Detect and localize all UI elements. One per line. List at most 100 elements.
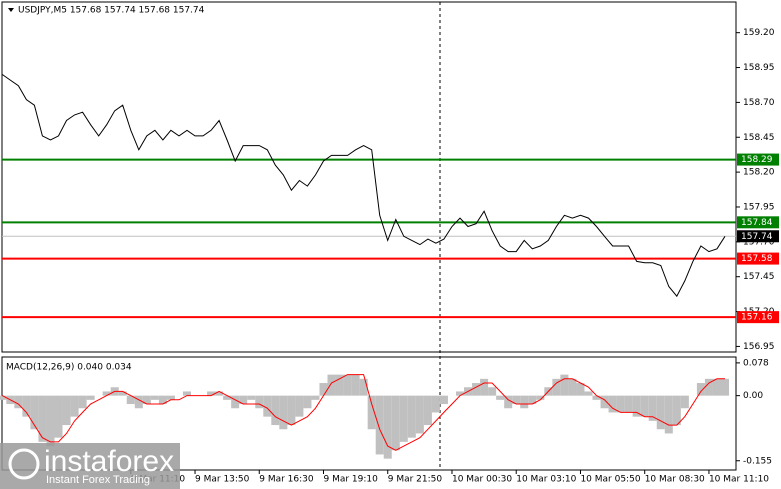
level-label-box bbox=[737, 252, 779, 265]
level-label-box bbox=[737, 216, 779, 229]
macd-bar bbox=[600, 395, 609, 409]
macd-bar bbox=[520, 395, 529, 409]
macd-bar bbox=[391, 395, 400, 451]
y-tick-label: -0.155 bbox=[743, 456, 772, 466]
level-label-box bbox=[737, 311, 779, 324]
macd-bar bbox=[375, 395, 384, 455]
macd-bar bbox=[423, 395, 432, 426]
macd-bar bbox=[207, 391, 216, 396]
macd-bar bbox=[696, 383, 705, 396]
macd-bar bbox=[158, 395, 167, 405]
macd-bar bbox=[359, 378, 368, 396]
macd-bar bbox=[672, 395, 681, 426]
macd-bar bbox=[311, 395, 320, 400]
macd-bar bbox=[704, 378, 713, 396]
macd-bar bbox=[455, 391, 465, 396]
level-label: 157.58 bbox=[741, 254, 773, 264]
watermark-logo bbox=[8, 448, 40, 480]
y-tick-label: 0.078 bbox=[743, 358, 769, 368]
level-label: 157.84 bbox=[741, 218, 773, 228]
macd-bar bbox=[0, 395, 7, 400]
macd-bar bbox=[568, 378, 577, 396]
macd-bar bbox=[54, 395, 63, 438]
macd-bar bbox=[182, 391, 192, 396]
macd-panel bbox=[1, 356, 737, 471]
y-tick-label: 157.95 bbox=[743, 202, 775, 212]
macd-bar bbox=[118, 391, 127, 396]
macd-title: MACD(12,26,9) 0.040 0.034 bbox=[6, 363, 132, 373]
y-tick-label: 158.70 bbox=[743, 98, 775, 108]
macd-bar bbox=[263, 395, 272, 417]
macd-bar bbox=[86, 395, 95, 400]
y-tick-label: 157.70 bbox=[743, 237, 775, 247]
macd-bar bbox=[480, 378, 489, 396]
macd-bar bbox=[616, 395, 625, 413]
macd-bar bbox=[142, 395, 151, 405]
macd-bar bbox=[592, 395, 601, 400]
macd-bar bbox=[367, 395, 376, 430]
macd-bar bbox=[14, 395, 23, 409]
macd-bar bbox=[664, 395, 673, 434]
macd-bar bbox=[552, 378, 561, 396]
macd-bar bbox=[319, 383, 328, 396]
chart-title: USDJPY,M5 157.68 157.74 157.68 157.74 bbox=[18, 6, 205, 16]
macd-bar bbox=[504, 395, 513, 409]
macd-bar bbox=[648, 395, 657, 421]
x-tick-label: 9 Mar 13:50 bbox=[195, 475, 250, 485]
macd-bar bbox=[536, 395, 545, 400]
macd-bar bbox=[303, 395, 312, 409]
macd-bar bbox=[472, 383, 481, 396]
macd-bar bbox=[496, 395, 505, 400]
macd-bar bbox=[247, 395, 256, 400]
watermark-brand: instaforex bbox=[44, 445, 174, 478]
level-label: 157.74 bbox=[741, 232, 773, 242]
macd-bar bbox=[383, 395, 392, 459]
x-tick-label: 9 Mar 19:10 bbox=[324, 475, 379, 485]
macd-bar bbox=[46, 395, 55, 447]
macd-bar bbox=[584, 391, 593, 396]
macd-bar bbox=[271, 395, 280, 426]
macd-bar bbox=[327, 374, 336, 396]
macd-bar bbox=[78, 395, 87, 409]
macd-bar bbox=[134, 395, 143, 409]
macd-bar bbox=[295, 395, 304, 417]
macd-bar bbox=[231, 395, 240, 409]
macd-bar bbox=[335, 374, 344, 396]
macd-bar bbox=[38, 395, 47, 442]
macd-bar bbox=[239, 395, 248, 405]
macd-bar bbox=[512, 395, 521, 405]
macd-bar bbox=[351, 374, 360, 396]
x-tick-label: 10 Mar 03:10 bbox=[516, 475, 576, 485]
watermark-tagline: Instant Forex Trading bbox=[46, 474, 150, 486]
macd-bar bbox=[102, 391, 111, 396]
macd-bar bbox=[215, 391, 224, 396]
macd-bar bbox=[30, 395, 39, 430]
macd-bar bbox=[126, 395, 135, 405]
level-label: 157.16 bbox=[741, 313, 773, 323]
macd-bar bbox=[712, 378, 721, 396]
macd-bar bbox=[624, 395, 633, 413]
macd-bar bbox=[255, 395, 264, 409]
macd-bar bbox=[150, 395, 159, 400]
price-line bbox=[2, 74, 726, 298]
macd-bar bbox=[632, 395, 641, 417]
macd-bar bbox=[22, 395, 31, 417]
level-label-box bbox=[737, 230, 779, 243]
macd-bar bbox=[576, 383, 585, 396]
y-tick-label: 157.45 bbox=[743, 272, 775, 282]
macd-bar bbox=[608, 395, 617, 413]
y-tick-label: 158.20 bbox=[743, 168, 775, 178]
macd-bar bbox=[680, 395, 689, 409]
menu-arrow bbox=[8, 8, 14, 12]
macd-bar bbox=[343, 374, 352, 396]
y-tick-label: 0.00 bbox=[743, 391, 763, 401]
signal-line bbox=[2, 374, 725, 451]
macd-bar bbox=[488, 387, 497, 396]
macd-bar bbox=[62, 395, 71, 426]
macd-bar bbox=[656, 395, 665, 430]
macd-bar bbox=[166, 395, 175, 400]
macd-bar bbox=[720, 378, 730, 396]
macd-bar bbox=[407, 395, 416, 438]
x-tick-label: 10 Mar 00:30 bbox=[452, 475, 512, 485]
